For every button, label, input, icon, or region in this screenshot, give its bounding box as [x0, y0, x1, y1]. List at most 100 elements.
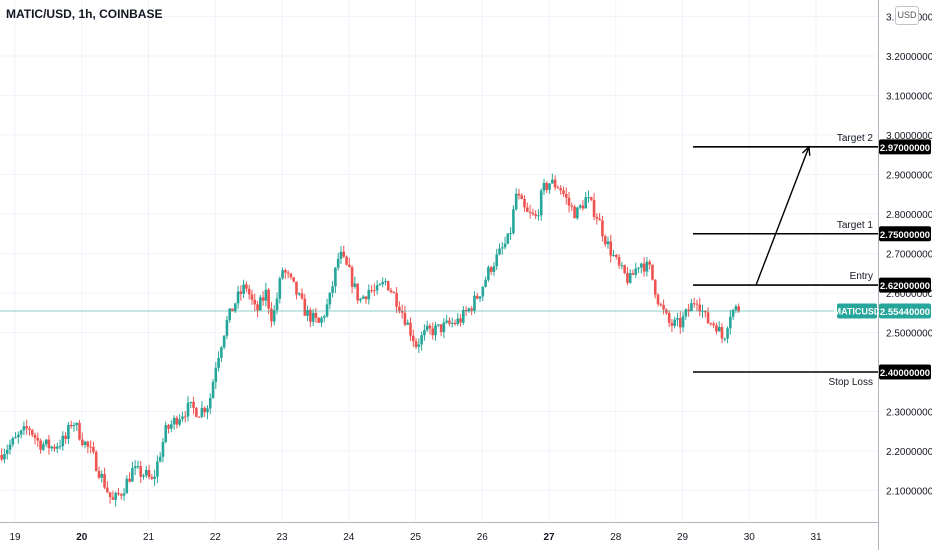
level-price-badge: [879, 364, 931, 380]
candle-up: [420, 335, 423, 345]
candle-up: [434, 325, 437, 336]
candle-up: [11, 438, 15, 445]
projection-arrow[interactable]: [755, 146, 810, 286]
candle-down: [345, 256, 348, 265]
candle-up: [17, 434, 20, 438]
currency-button[interactable]: USD: [895, 6, 919, 25]
candle-down: [364, 296, 368, 300]
candle-down: [183, 416, 187, 418]
candle-up: [500, 247, 504, 249]
y-tick-label: 2.60000000: [886, 289, 932, 300]
candle-down: [570, 205, 574, 207]
candle-down: [439, 324, 443, 333]
candle-up: [548, 183, 551, 190]
candle-down: [284, 270, 287, 273]
candle-down: [253, 299, 257, 305]
candle-down: [589, 197, 593, 200]
candle-down: [626, 273, 629, 283]
candle-up: [606, 241, 610, 245]
candle-up: [172, 417, 176, 425]
candle-down: [595, 216, 599, 219]
candle-down: [692, 303, 696, 305]
candle-down: [300, 293, 304, 299]
candle-down: [567, 197, 571, 206]
candle-up: [673, 319, 677, 326]
candle-up: [423, 330, 426, 336]
candle-up: [729, 316, 732, 329]
candle-up: [637, 267, 640, 269]
candle-up: [717, 327, 721, 332]
candle-down: [562, 190, 565, 194]
candle-down: [400, 311, 404, 313]
candle-up: [156, 461, 159, 477]
candle-down: [428, 325, 432, 329]
candle-up: [620, 265, 624, 267]
arrow-head: [801, 145, 811, 156]
candle-down: [286, 272, 290, 274]
candle-up: [353, 283, 357, 287]
candle-up: [512, 209, 515, 234]
level-price-badge: [879, 277, 931, 293]
candle-down: [309, 309, 312, 322]
candle-down: [247, 288, 251, 295]
candle-down: [106, 487, 109, 493]
candle-up: [170, 424, 173, 429]
candle-up: [136, 466, 140, 468]
candle-up: [3, 454, 6, 460]
candle-down: [350, 267, 354, 287]
candle-down: [197, 416, 201, 418]
candle-down: [89, 446, 92, 448]
candle-up: [259, 297, 262, 311]
candle-up: [322, 316, 326, 318]
level-price-badge: [879, 226, 931, 242]
candle-up: [361, 296, 365, 299]
candle-up: [495, 254, 499, 267]
candle-up: [551, 179, 554, 184]
candle-up: [726, 328, 729, 339]
x-tick-label: 27: [543, 532, 555, 543]
candle-up: [487, 267, 490, 280]
candle-down: [64, 435, 67, 439]
x-tick-label: 25: [410, 532, 422, 543]
candle-up: [217, 357, 220, 368]
candle-down: [392, 292, 396, 294]
candle-down: [78, 422, 81, 440]
candle-up: [161, 441, 165, 457]
candle-down: [289, 273, 293, 278]
y-tick-label: 3.10000000: [886, 92, 932, 103]
candle-up: [406, 322, 410, 325]
candle-down: [86, 441, 90, 447]
candle-up: [83, 441, 87, 445]
candle-up: [158, 456, 162, 462]
candle-up: [537, 215, 540, 217]
candle-down: [292, 277, 295, 282]
candle-down: [295, 281, 298, 295]
candle-down: [97, 470, 101, 478]
level-lines[interactable]: [0, 145, 878, 373]
candle-down: [670, 322, 674, 326]
candle-down: [47, 439, 51, 449]
candle-down: [431, 328, 435, 336]
candle-down: [314, 312, 318, 318]
candle-down: [370, 290, 373, 292]
candle-down: [411, 335, 415, 342]
candle-down: [653, 279, 657, 295]
candle-up: [612, 254, 615, 256]
candle-up: [481, 286, 485, 297]
candle-up: [19, 430, 23, 435]
candle-down: [598, 218, 601, 221]
candle-up: [42, 444, 45, 450]
candle-up: [225, 319, 229, 336]
candle-down: [737, 306, 740, 312]
candle-down: [175, 417, 179, 425]
x-tick-label: 21: [143, 532, 155, 543]
candle-down: [373, 290, 376, 292]
candle-down: [147, 470, 151, 477]
candle-down: [695, 303, 699, 305]
candle-up: [206, 408, 209, 413]
candle-up: [384, 281, 387, 283]
level-name-label: Stop Loss: [829, 377, 873, 388]
candle-down: [453, 322, 457, 325]
candle-up: [311, 312, 315, 322]
